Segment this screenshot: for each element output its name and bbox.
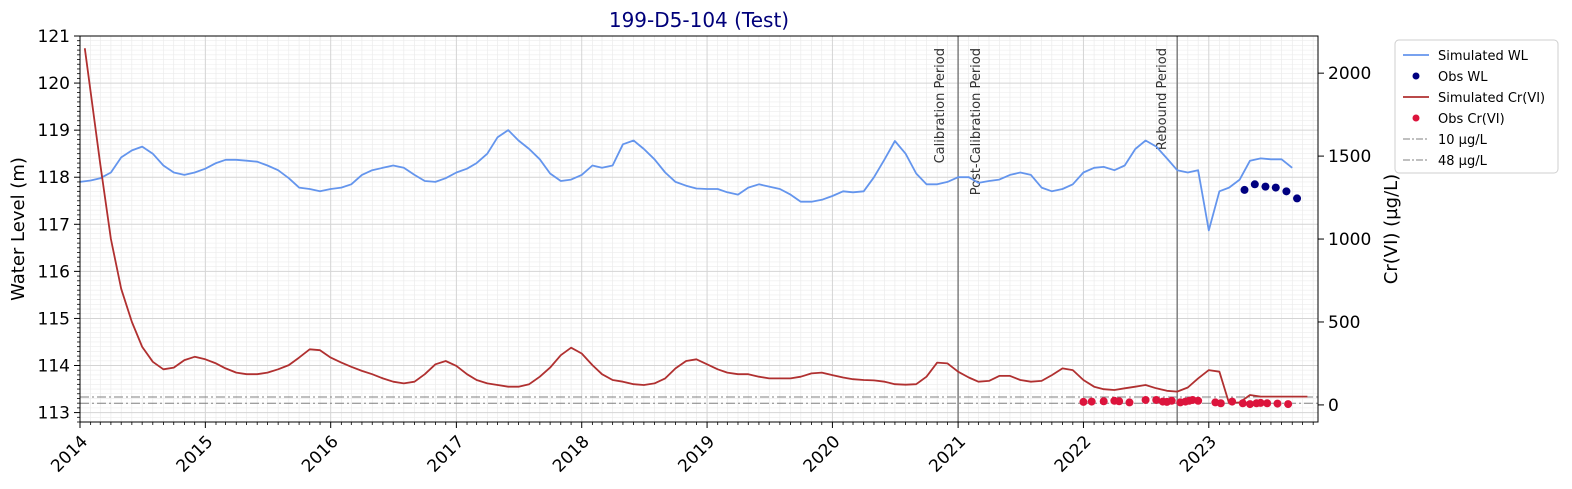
series-point-obs-cr-vi [1246,400,1255,409]
x-tick-label: 2023 [1176,432,1221,477]
y-left-tick-label: 116 [38,262,70,282]
x-tick-label: 2019 [674,432,719,477]
series-point-obs-cr-vi [1216,399,1225,408]
series-line-simulated-wl [79,129,1293,232]
axes: 2014 2015 2016 2017 2018 2019 2020 2021 2022 2023… [38,27,1372,477]
y-right-tick-label: 1000 [1328,230,1371,250]
x-tick-label: 2020 [800,432,845,477]
y-left-tick-label: 117 [38,215,70,235]
legend-label: Obs Cr(VI) [1438,112,1505,127]
legend-label: Simulated Cr(VI) [1438,91,1545,106]
x-tick-label: 2022 [1051,432,1096,477]
series-line-simulated-cr-vi [83,48,1308,405]
series-point-obs-cr-vi [1152,395,1161,404]
series-point-obs-cr-vi [1087,397,1096,406]
series-point-obs-cr-vi [1263,399,1272,408]
y-left-tick-label: 118 [38,168,70,188]
y-left-tick-label: 115 [38,309,70,329]
legend-label: 48 µg/L [1438,154,1488,169]
series-point-obs-cr-vi [1228,397,1237,406]
y-right-tick-label: 0 [1328,396,1339,416]
legend-swatch-dot [1412,114,1420,122]
legend-box [1394,39,1559,174]
series-point-obs-cr-vi [1125,398,1134,407]
x-tick-label: 2018 [549,432,594,477]
threshold-lines [80,396,1318,404]
series-point-obs-wl [1250,180,1259,189]
x-tick-label: 2021 [925,432,970,477]
y-left-tick-label: 119 [38,121,70,141]
series-point-obs-cr-vi [1099,397,1108,406]
series-point-obs-cr-vi [1256,398,1265,407]
series-point-obs-cr-vi [1273,399,1282,408]
legend-label: Simulated WL [1438,49,1529,64]
series-point-obs-wl [1271,183,1280,192]
y-axis-right-title: Cr(VI) (µg/L) [1381,174,1402,284]
period-label: Calibration Period [933,48,948,163]
y-left-tick-label: 120 [38,74,70,94]
series-point-obs-wl [1261,182,1270,191]
y-right-tick-label: 500 [1328,313,1360,333]
series-point-obs-wl [1282,187,1291,196]
chart-title: 199-D5-104 (Test) [609,8,789,32]
series-point-obs-cr-vi [1141,395,1150,404]
legend-label: 10 µg/L [1438,133,1488,148]
series-point-obs-wl [1240,185,1249,194]
x-tick-label: 2016 [298,432,343,477]
period-lines: Calibration Period Post-Calibration Perio… [933,36,1178,422]
series-point-obs-wl [1293,194,1302,203]
y-left-tick-label: 113 [38,404,70,424]
y-right-tick-label: 2000 [1328,64,1371,84]
series-point-obs-cr-vi [1194,396,1203,405]
legend-label: Obs WL [1438,70,1488,85]
series-point-obs-cr-vi [1167,396,1176,405]
period-label: Rebound Period [1155,48,1170,150]
y-axis-left-title: Water Level (m) [8,157,29,301]
period-label: Post-Calibration Period [969,48,984,195]
y-right-tick-label: 1500 [1328,147,1371,167]
legend: Simulated WL Obs WL Simulated Cr(VI) Obs Cr… [1394,39,1559,174]
series-point-obs-cr-vi [1115,397,1124,406]
series-point-obs-cr-vi [1284,400,1293,409]
series [79,48,1308,409]
series-point-obs-cr-vi [1079,397,1088,406]
x-tick-label: 2015 [173,432,218,477]
x-tick-label: 2014 [47,432,92,477]
grid [79,35,1318,423]
y-left-tick-label: 121 [38,27,70,47]
series-point-obs-cr-vi [1238,399,1247,408]
x-tick-label: 2017 [424,432,469,477]
y-left-tick-label: 114 [38,357,70,377]
legend-swatch-dot [1412,72,1420,80]
